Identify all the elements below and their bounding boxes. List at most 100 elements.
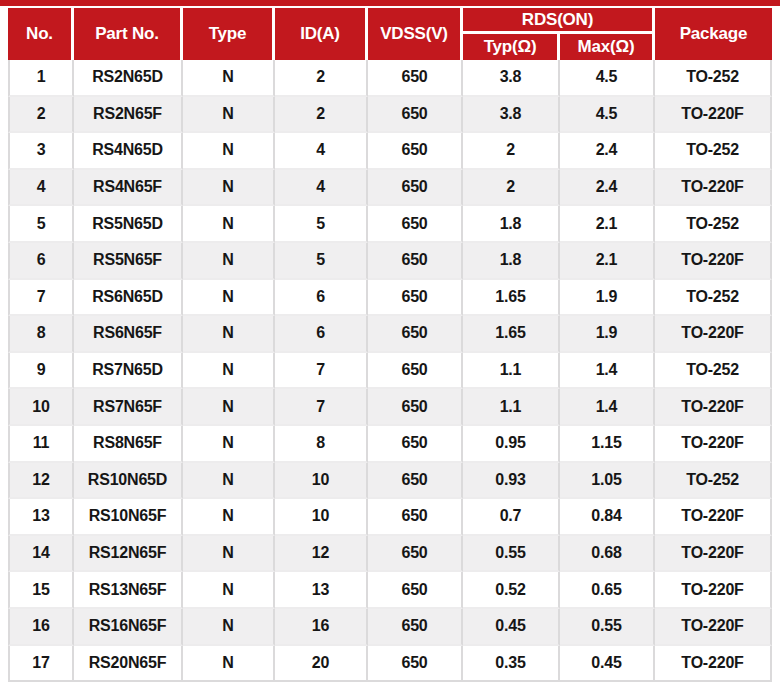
cell-no: 9: [8, 353, 74, 390]
cell-part-no: RS5N65F: [74, 243, 183, 280]
cell-type: N: [183, 97, 275, 134]
cell-type: N: [183, 572, 275, 609]
cell-part-no: RS2N65D: [74, 60, 183, 97]
cell-vdss: 650: [368, 353, 463, 390]
cell-max: 0.55: [560, 609, 655, 646]
cell-no: 3: [8, 133, 74, 170]
cell-typ: 0.93: [463, 463, 560, 500]
cell-type: N: [183, 60, 275, 97]
cell-id: 5: [275, 206, 368, 243]
cell-vdss: 650: [368, 609, 463, 646]
cell-id: 6: [275, 280, 368, 317]
cell-max: 2.1: [560, 243, 655, 280]
col-header-type: Type: [183, 8, 275, 60]
cell-part-no: RS16N65F: [74, 609, 183, 646]
cell-part-no: RS5N65D: [74, 206, 183, 243]
cell-type: N: [183, 133, 275, 170]
cell-id: 7: [275, 353, 368, 390]
cell-max: 0.68: [560, 536, 655, 573]
cell-typ: 0.95: [463, 426, 560, 463]
cell-no: 16: [8, 609, 74, 646]
cell-no: 17: [8, 646, 74, 683]
cell-typ: 0.52: [463, 572, 560, 609]
cell-type: N: [183, 609, 275, 646]
cell-typ: 0.55: [463, 536, 560, 573]
cell-package: TO-220F: [655, 316, 772, 353]
cell-typ: 1.8: [463, 206, 560, 243]
cell-package: TO-220F: [655, 97, 772, 134]
cell-type: N: [183, 646, 275, 683]
cell-vdss: 650: [368, 572, 463, 609]
table-row: 8RS6N65FN66501.651.9TO-220F: [8, 316, 772, 353]
cell-vdss: 650: [368, 206, 463, 243]
top-accent-bar: [0, 0, 780, 6]
cell-package: TO-220F: [655, 609, 772, 646]
table-row: 4RS4N65FN465022.4TO-220F: [8, 170, 772, 207]
cell-id: 8: [275, 426, 368, 463]
page: No. Part No. Type ID(A) VDSS(V) RDS(ON) …: [0, 0, 780, 690]
table-row: 14RS12N65FN126500.550.68TO-220F: [8, 536, 772, 573]
table-row: 16RS16N65FN166500.450.55TO-220F: [8, 609, 772, 646]
table-row: 6RS5N65FN56501.82.1TO-220F: [8, 243, 772, 280]
cell-type: N: [183, 499, 275, 536]
cell-part-no: RS7N65F: [74, 389, 183, 426]
cell-no: 4: [8, 170, 74, 207]
cell-no: 13: [8, 499, 74, 536]
cell-typ: 1.65: [463, 280, 560, 317]
cell-max: 4.5: [560, 97, 655, 134]
cell-no: 6: [8, 243, 74, 280]
cell-no: 14: [8, 536, 74, 573]
cell-max: 4.5: [560, 60, 655, 97]
cell-type: N: [183, 316, 275, 353]
table-row: 10RS7N65FN76501.11.4TO-220F: [8, 389, 772, 426]
cell-id: 6: [275, 316, 368, 353]
cell-package: TO-220F: [655, 389, 772, 426]
table-body: 1RS2N65DN26503.84.5TO-2522RS2N65FN26503.…: [8, 60, 772, 682]
cell-no: 15: [8, 572, 74, 609]
table-row: 9RS7N65DN76501.11.4TO-252: [8, 353, 772, 390]
cell-type: N: [183, 389, 275, 426]
table-header: No. Part No. Type ID(A) VDSS(V) RDS(ON) …: [8, 8, 772, 60]
col-header-vdss: VDSS(V): [368, 8, 463, 60]
cell-package: TO-252: [655, 133, 772, 170]
cell-id: 13: [275, 572, 368, 609]
table-row: 3RS4N65DN465022.4TO-252: [8, 133, 772, 170]
cell-max: 1.15: [560, 426, 655, 463]
cell-max: 1.9: [560, 280, 655, 317]
cell-id: 10: [275, 463, 368, 500]
cell-package: TO-252: [655, 60, 772, 97]
cell-package: TO-220F: [655, 536, 772, 573]
cell-max: 2.1: [560, 206, 655, 243]
col-header-max: Max(Ω): [560, 34, 655, 60]
cell-max: 1.9: [560, 316, 655, 353]
cell-vdss: 650: [368, 170, 463, 207]
cell-part-no: RS7N65D: [74, 353, 183, 390]
cell-type: N: [183, 353, 275, 390]
cell-typ: 3.8: [463, 97, 560, 134]
cell-typ: 1.1: [463, 389, 560, 426]
cell-max: 1.4: [560, 389, 655, 426]
cell-package: TO-220F: [655, 572, 772, 609]
col-header-typ: Typ(Ω): [463, 34, 560, 60]
cell-max: 1.4: [560, 353, 655, 390]
cell-package: TO-252: [655, 280, 772, 317]
cell-package: TO-220F: [655, 243, 772, 280]
cell-id: 4: [275, 133, 368, 170]
cell-vdss: 650: [368, 133, 463, 170]
cell-part-no: RS10N65F: [74, 499, 183, 536]
cell-typ: 2: [463, 133, 560, 170]
cell-no: 2: [8, 97, 74, 134]
cell-no: 12: [8, 463, 74, 500]
col-header-package: Package: [655, 8, 772, 60]
cell-id: 2: [275, 60, 368, 97]
table-row: 15RS13N65FN136500.520.65TO-220F: [8, 572, 772, 609]
cell-package: TO-220F: [655, 646, 772, 683]
cell-typ: 0.45: [463, 609, 560, 646]
cell-package: TO-220F: [655, 499, 772, 536]
cell-package: TO-252: [655, 353, 772, 390]
cell-typ: 1.65: [463, 316, 560, 353]
col-header-id: ID(A): [275, 8, 368, 60]
cell-part-no: RS2N65F: [74, 97, 183, 134]
cell-id: 10: [275, 499, 368, 536]
cell-part-no: RS6N65D: [74, 280, 183, 317]
